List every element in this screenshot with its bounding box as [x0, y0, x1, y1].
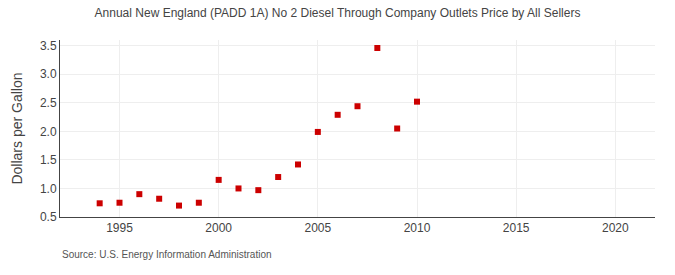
svg-text:3.5: 3.5: [40, 39, 57, 53]
svg-text:2000: 2000: [205, 221, 232, 235]
svg-text:2.0: 2.0: [40, 125, 57, 139]
svg-text:3.0: 3.0: [40, 67, 57, 81]
svg-text:1.5: 1.5: [40, 153, 57, 167]
svg-text:2020: 2020: [602, 221, 629, 235]
svg-text:Annual New England (PADD 1A) N: Annual New England (PADD 1A) No 2 Diesel…: [95, 6, 581, 20]
svg-text:2005: 2005: [304, 221, 331, 235]
svg-text:Dollars per Gallon: Dollars per Gallon: [9, 72, 25, 184]
svg-text:2.5: 2.5: [40, 96, 57, 110]
svg-text:0.5: 0.5: [40, 210, 57, 224]
svg-text:1995: 1995: [106, 221, 133, 235]
svg-text:1.0: 1.0: [40, 182, 57, 196]
svg-text:2015: 2015: [503, 221, 530, 235]
svg-text:2010: 2010: [404, 221, 431, 235]
svg-text:Source: U.S. Energy Informatio: Source: U.S. Energy Information Administ…: [62, 249, 272, 260]
